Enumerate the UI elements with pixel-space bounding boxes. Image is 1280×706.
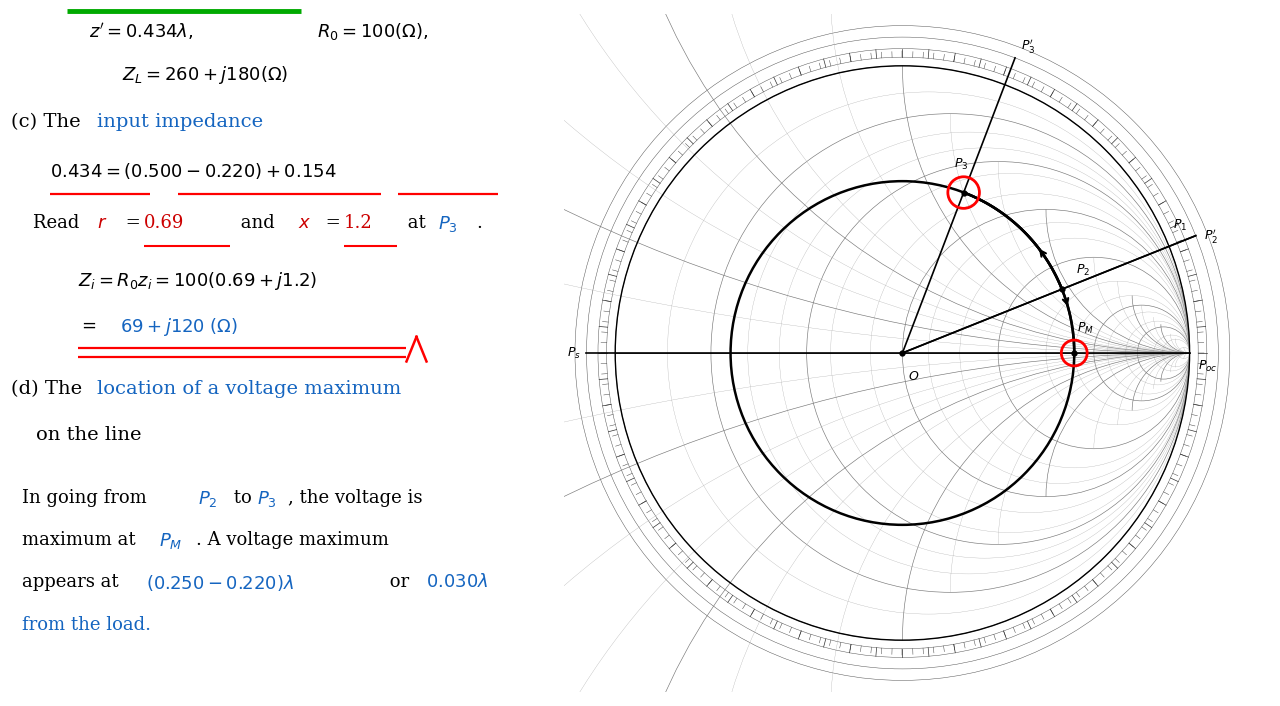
Text: $69 + j120\;(\Omega)$: $69 + j120\;(\Omega)$ (120, 316, 237, 337)
Text: $= $: $= $ (78, 316, 96, 333)
Text: $(0.250 - 0.220)\lambda$: $(0.250 - 0.220)\lambda$ (146, 573, 294, 593)
Text: $0.434 = (0.500 - 0.220) + 0.154$: $0.434 = (0.500 - 0.220) + 0.154$ (50, 161, 337, 181)
Text: $P_2$: $P_2$ (1076, 263, 1091, 277)
Text: .: . (476, 214, 483, 232)
Text: $P_2'$: $P_2'$ (1204, 227, 1219, 245)
Text: $0.030\lambda$: $0.030\lambda$ (426, 573, 488, 591)
Text: $P_3$: $P_3$ (954, 157, 968, 172)
Text: $P_M$: $P_M$ (159, 531, 182, 551)
Text: on the line: on the line (36, 426, 142, 443)
Text: or: or (384, 573, 415, 591)
Text: maximum at: maximum at (22, 531, 142, 549)
Text: =: = (320, 214, 346, 232)
Text: from the load.: from the load. (22, 616, 151, 633)
Text: (d) The: (d) The (12, 380, 88, 397)
Text: $P_{oc}$: $P_{oc}$ (1198, 359, 1217, 374)
Text: 0.69: 0.69 (143, 214, 184, 232)
Text: $Z_L = 260 + j180(\Omega)$: $Z_L = 260 + j180(\Omega)$ (123, 64, 289, 85)
Text: $P_1$: $P_1$ (1172, 217, 1187, 233)
Text: $r$: $r$ (97, 214, 108, 232)
Text: at: at (402, 214, 431, 232)
Text: $P_2$: $P_2$ (197, 489, 218, 508)
Text: $Z_i = R_0 z_i = 100(0.69 + j1.2)$: $Z_i = R_0 z_i = 100(0.69 + j1.2)$ (78, 270, 317, 292)
Text: . A voltage maximum: . A voltage maximum (196, 531, 389, 549)
Text: $P_M$: $P_M$ (1076, 321, 1094, 336)
Text: $x$: $x$ (298, 214, 311, 232)
Text: $z' = 0.434\lambda,\;$: $z' = 0.434\lambda,\;$ (90, 21, 193, 42)
Text: input impedance: input impedance (97, 113, 264, 131)
Text: $P_3$: $P_3$ (438, 214, 458, 234)
Text: $P_3'$: $P_3'$ (1020, 37, 1036, 55)
Text: $P_3$: $P_3$ (257, 489, 276, 508)
Text: $P_s$: $P_s$ (567, 345, 581, 361)
Text: Read: Read (33, 214, 86, 232)
Text: In going from: In going from (22, 489, 152, 506)
Text: to: to (228, 489, 257, 506)
Text: and: and (236, 214, 280, 232)
Text: =: = (120, 214, 146, 232)
Text: $O$: $O$ (908, 370, 919, 383)
Text: 1.2: 1.2 (343, 214, 372, 232)
Text: , the voltage is: , the voltage is (288, 489, 422, 506)
Text: location of a voltage maximum: location of a voltage maximum (97, 380, 402, 397)
Text: appears at: appears at (22, 573, 124, 591)
Text: (c) The: (c) The (12, 113, 87, 131)
Text: $R_0 = 100(\Omega),$: $R_0 = 100(\Omega),$ (317, 21, 429, 42)
